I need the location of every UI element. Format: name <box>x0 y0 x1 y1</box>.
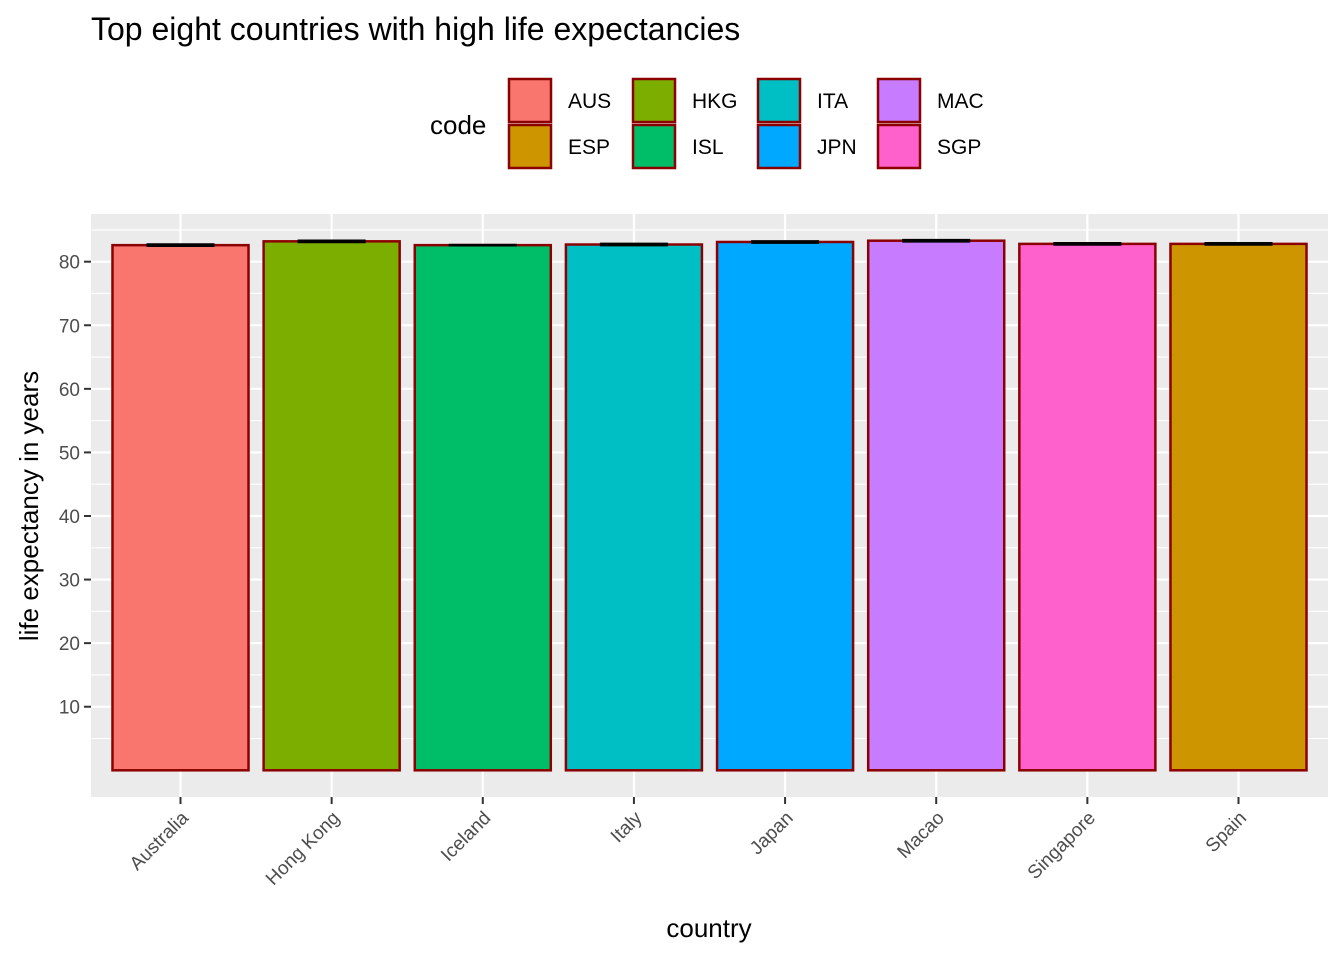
legend-label: SGP <box>937 136 981 159</box>
legend-key <box>756 123 802 170</box>
y-tick-label: 30 <box>59 571 80 592</box>
legend-key <box>756 77 802 124</box>
y-tick-label: 20 <box>59 634 80 655</box>
bar-jpn <box>715 240 855 772</box>
error-bar-hkg <box>297 239 366 244</box>
legend-item-isl: ISL <box>631 123 724 170</box>
error-bar-sgp <box>1053 241 1122 246</box>
bar-mac <box>866 239 1006 772</box>
legend-item-hkg: HKG <box>631 77 738 124</box>
y-tick-label: 80 <box>59 253 80 274</box>
legend: code AUS ESP HKG ISL ITA JPN MAC SGP <box>430 77 984 170</box>
y-tick-label: 70 <box>59 316 80 337</box>
legend-label: ESP <box>568 136 610 159</box>
x-tick-label: Singapore <box>1024 808 1100 884</box>
legend-label: ISL <box>692 136 724 159</box>
error-bar-aus <box>146 243 215 248</box>
legend-key <box>631 77 677 124</box>
bar-ita <box>564 243 704 772</box>
chart-title: Top eight countries with high life expec… <box>91 11 740 47</box>
legend-item-sgp: SGP <box>876 123 981 170</box>
legend-key <box>507 77 553 124</box>
y-tick-label: 50 <box>59 443 80 464</box>
y-axis: 10 20 30 40 50 60 70 80 <box>59 253 91 719</box>
y-tick-label: 60 <box>59 380 80 401</box>
x-axis: Australia Hong Kong Iceland Italy Japan Macao… <box>126 797 1251 890</box>
legend-item-jpn: JPN <box>756 123 857 170</box>
legend-key <box>507 123 553 170</box>
error-bar-esp <box>1204 241 1273 246</box>
bar-aus <box>111 243 250 772</box>
x-axis-title: country <box>666 913 751 943</box>
error-bar-ita <box>599 242 668 247</box>
legend-item-mac: MAC <box>876 77 984 124</box>
error-bar-jpn <box>751 240 820 244</box>
y-tick-label: 40 <box>59 507 80 528</box>
bar-hkg <box>262 240 401 772</box>
legend-label: HKG <box>692 90 738 113</box>
legend-title: code <box>430 110 486 140</box>
legend-key <box>631 123 677 170</box>
y-axis-title: life expectancy in years <box>14 371 44 641</box>
x-tick-label: Macao <box>894 808 949 863</box>
legend-label: JPN <box>817 136 857 159</box>
legend-item-ita: ITA <box>756 77 848 124</box>
legend-item-aus: AUS <box>507 77 611 124</box>
x-tick-label: Spain <box>1202 808 1251 857</box>
legend-label: MAC <box>937 90 984 113</box>
x-tick-label: Iceland <box>437 808 495 866</box>
x-tick-label: Japan <box>746 808 797 859</box>
legend-label: ITA <box>817 90 848 113</box>
error-bar-mac <box>902 238 971 243</box>
bar-isl <box>413 243 553 772</box>
x-tick-label: Hong Kong <box>262 808 344 890</box>
x-tick-label: Australia <box>126 807 193 874</box>
legend-item-esp: ESP <box>507 123 610 170</box>
bar-sgp <box>1018 242 1157 772</box>
legend-key <box>876 123 922 170</box>
y-tick-label: 10 <box>59 698 80 719</box>
x-tick-label: Italy <box>607 807 647 847</box>
legend-key <box>876 77 922 124</box>
legend-label: AUS <box>568 90 611 113</box>
bars <box>111 238 1308 772</box>
bar-esp <box>1169 242 1308 772</box>
